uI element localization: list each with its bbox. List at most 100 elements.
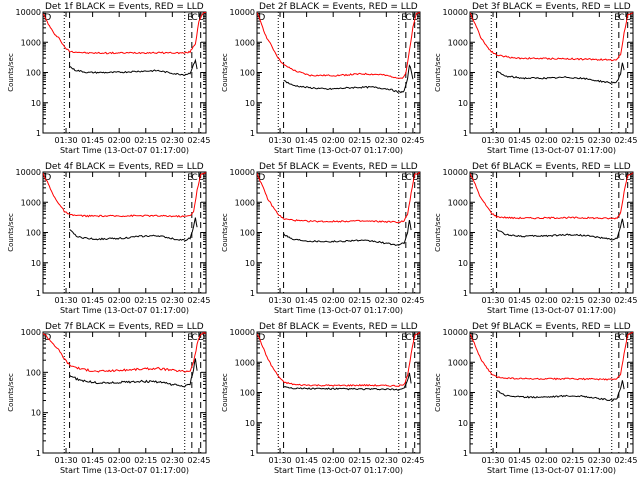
x-tick-label: 01:45 <box>81 456 104 465</box>
red-lld-series-line <box>257 12 420 79</box>
x-axis-label: Start Time (13-Oct-07 01:17:00) <box>60 146 189 155</box>
y-tick-label: 10 <box>31 99 41 108</box>
x-tick-label: 02:15 <box>561 296 584 305</box>
plot-frame <box>42 171 207 294</box>
black-events-series-line <box>496 62 625 85</box>
x-tick-label: 02:45 <box>401 296 424 305</box>
x-tick-label: 01:30 <box>482 296 505 305</box>
panel-title: Det 1f BLACK = Events, RED = LLD <box>45 2 204 12</box>
x-axis-label: Start Time (13-Oct-07 01:17:00) <box>487 306 616 315</box>
black-events-series-line <box>496 380 625 402</box>
y-tick-label: 10 <box>31 409 41 418</box>
x-tick-label: 02:15 <box>134 456 157 465</box>
x-tick-label: 01:30 <box>482 136 505 145</box>
y-tick-label: 1 <box>36 449 41 458</box>
y-tick-label: 100 <box>240 389 255 398</box>
x-tick-label: 02:00 <box>322 136 345 145</box>
y-tick-label: 1 <box>250 289 255 298</box>
chart-panel-7: Det 7f BLACK = Events, RED = LLD 1 10 100 10… <box>7 322 210 475</box>
red-lld-series-line <box>470 172 633 220</box>
x-tick-label: 02:30 <box>161 136 184 145</box>
y-tick-label: 10 <box>245 99 255 108</box>
interval-marker: C <box>405 173 411 183</box>
interval-marker: C <box>405 333 411 343</box>
y-axis-label: Counts/sec <box>434 213 442 252</box>
red-lld-series-line <box>257 332 420 388</box>
interval-marker: E <box>614 333 620 343</box>
red-lld-series-line <box>43 12 206 55</box>
x-tick-label: 02:00 <box>108 296 131 305</box>
y-tick-label: 1000 <box>235 198 255 207</box>
x-tick-label: 02:30 <box>161 296 184 305</box>
y-tick-label: 1 <box>36 289 41 298</box>
interval-marker: D <box>412 173 419 183</box>
y-axis-label: Counts/sec <box>7 53 15 92</box>
black-events-series-line <box>283 372 412 391</box>
black-events-series-line <box>69 58 198 76</box>
panel-title: Det 9f BLACK = Events, RED = LLD <box>472 322 631 332</box>
y-tick-label: 10 <box>245 419 255 428</box>
x-tick-label: 02:00 <box>535 296 558 305</box>
chart-panel-8: Det 8f BLACK = Events, RED = LLD 1 10 100 10… <box>221 322 424 475</box>
interval-marker: C <box>191 13 197 23</box>
y-tick-label: 1 <box>463 289 468 298</box>
y-tick-label: 100 <box>26 229 41 238</box>
y-tick-label: 10000 <box>443 168 468 177</box>
interval-marker: C <box>618 13 624 23</box>
interval-marker: D <box>471 173 478 183</box>
red-lld-series-line <box>257 172 420 224</box>
x-tick-label: 02:45 <box>614 296 637 305</box>
x-tick-label: 01:45 <box>81 136 104 145</box>
chart-panel-3: Det 3f BLACK = Events, RED = LLD 1 10 100 10… <box>434 2 637 155</box>
interval-marker: D <box>625 173 632 183</box>
y-tick-label: 100 <box>453 229 468 238</box>
y-axis-label: Counts/sec <box>434 53 442 92</box>
x-tick-label: 02:00 <box>108 456 131 465</box>
y-tick-label: 10000 <box>16 168 41 177</box>
y-tick-label: 10000 <box>230 168 255 177</box>
x-tick-label: 02:45 <box>187 296 210 305</box>
plot-frame <box>469 331 634 454</box>
y-axis-label: Counts/sec <box>221 373 229 412</box>
interval-marker: D <box>198 333 205 343</box>
y-tick-label: 100 <box>26 368 41 377</box>
y-tick-label: 1 <box>250 449 255 458</box>
x-axis-label: Start Time (13-Oct-07 01:17:00) <box>274 466 403 475</box>
x-tick-label: 02:30 <box>375 296 398 305</box>
x-tick-label: 02:30 <box>588 456 611 465</box>
interval-marker: E <box>401 333 407 343</box>
y-tick-label: 1 <box>463 129 468 138</box>
x-tick-label: 01:45 <box>295 456 318 465</box>
x-tick-label: 02:15 <box>134 296 157 305</box>
black-events-series-line <box>69 358 198 388</box>
x-tick-label: 02:45 <box>401 136 424 145</box>
chart-panel-1: Det 1f BLACK = Events, RED = LLD 1 10 100 10… <box>7 2 210 155</box>
y-tick-label: 10 <box>31 259 41 268</box>
y-tick-label: 10 <box>458 99 468 108</box>
y-tick-label: 10 <box>458 259 468 268</box>
red-lld-series-line <box>470 12 633 62</box>
interval-marker: C <box>618 173 624 183</box>
x-axis-label: Start Time (13-Oct-07 01:17:00) <box>60 466 189 475</box>
x-tick-label: 02:45 <box>614 136 637 145</box>
black-events-series-line <box>69 217 198 242</box>
plot-frame <box>256 171 421 294</box>
interval-marker: C <box>618 333 624 343</box>
y-tick-label: 1000 <box>21 38 41 47</box>
x-tick-label: 01:45 <box>508 456 531 465</box>
x-tick-label: 02:45 <box>187 136 210 145</box>
x-tick-label: 02:30 <box>588 296 611 305</box>
interval-marker: D <box>44 13 51 23</box>
interval-marker: D <box>198 13 205 23</box>
y-tick-label: 1 <box>36 129 41 138</box>
chart-panel-9: Det 9f BLACK = Events, RED = LLD 1 10 100 10… <box>434 322 637 475</box>
red-lld-series-line <box>43 332 206 373</box>
interval-marker: E <box>614 13 620 23</box>
plot-frame <box>42 331 207 454</box>
x-tick-label: 02:15 <box>348 136 371 145</box>
x-axis-label: Start Time (13-Oct-07 01:17:00) <box>487 466 616 475</box>
chart-panel-5: Det 5f BLACK = Events, RED = LLD 1 10 100 10… <box>221 162 424 315</box>
black-events-series-line <box>496 218 625 241</box>
interval-marker: D <box>258 173 265 183</box>
interval-marker: D <box>625 333 632 343</box>
